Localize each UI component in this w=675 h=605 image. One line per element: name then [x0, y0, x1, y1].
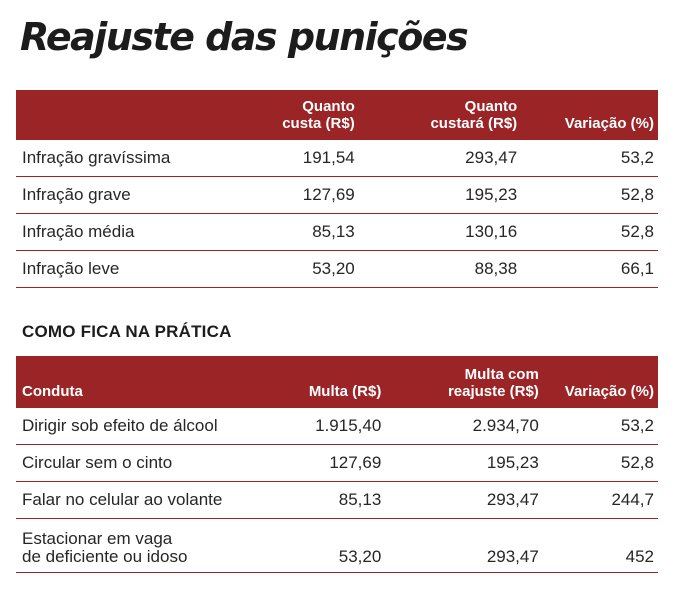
cell-current-cost: 85,13: [312, 222, 355, 241]
column-header-variacao: Variação (%): [564, 115, 654, 132]
row-label: Infração média: [22, 222, 135, 241]
page-title: Reajuste das punições: [20, 15, 469, 59]
row-label: Falar no celular ao volante: [22, 490, 223, 509]
cell-fine: 85,13: [338, 490, 382, 509]
cell-adjusted-fine: 2.934,70: [472, 416, 539, 435]
cell-fine: 53,20: [338, 547, 382, 566]
column-header-conduta: Conduta: [22, 383, 83, 400]
cell-variation: 66,1: [620, 259, 654, 278]
cell-variation: 52,8: [620, 453, 654, 472]
cell-new-cost: 88,38: [474, 259, 518, 278]
column-header-multa-reajuste: Multa com reajuste (R$): [447, 366, 539, 400]
penalty-table: Quanto custa (R$) Quanto custará (R$) Va…: [16, 90, 658, 288]
column-header-quanto-custa: Quanto custa (R$): [282, 98, 355, 132]
cell-adjusted-fine: 293,47: [486, 547, 539, 566]
table-header: Quanto custa (R$) Quanto custará (R$) Va…: [16, 90, 658, 140]
table-header: Conduta Multa (R$) Multa com reajuste (R…: [16, 356, 658, 408]
section-subtitle: COMO FICA NA PRÁTICA: [22, 322, 232, 341]
table-row: Infração média 85,13 130,16 52,8: [16, 214, 658, 251]
table-row: Infração gravíssima 191,54 293,47 53,2: [16, 140, 658, 177]
row-label: Estacionar em vaga de deficiente ou idos…: [22, 529, 188, 566]
table-row: Infração grave 127,69 195,23 52,8: [16, 177, 658, 214]
cell-current-cost: 127,69: [302, 185, 355, 204]
table-row: Infração leve 53,20 88,38 66,1: [16, 251, 658, 288]
cell-variation: 244,7: [611, 490, 654, 509]
cell-adjusted-fine: 293,47: [486, 490, 539, 509]
row-label: Infração gravíssima: [22, 148, 171, 167]
cell-fine: 127,69: [329, 453, 382, 472]
column-header-variacao: Variação (%): [564, 383, 654, 400]
row-label: Circular sem o cinto: [22, 453, 173, 472]
cell-variation: 452: [625, 547, 654, 566]
table-row: Falar no celular ao volante 85,13 293,47…: [16, 482, 658, 519]
row-label: Dirigir sob efeito de álcool: [22, 416, 218, 435]
cell-adjusted-fine: 195,23: [486, 453, 539, 472]
cell-variation: 52,8: [620, 222, 654, 241]
column-header-multa: Multa (R$): [308, 383, 382, 400]
cell-variation: 53,2: [620, 416, 654, 435]
cell-new-cost: 293,47: [465, 148, 518, 167]
cell-current-cost: 53,20: [312, 259, 355, 278]
practice-table: Conduta Multa (R$) Multa com reajuste (R…: [16, 356, 658, 573]
row-label: Infração grave: [22, 185, 131, 204]
cell-current-cost: 191,54: [302, 148, 355, 167]
table-row: Estacionar em vaga de deficiente ou idos…: [16, 519, 658, 573]
table-row: Circular sem o cinto 127,69 195,23 52,8: [16, 445, 658, 482]
column-header-quanto-custara: Quanto custará (R$): [430, 98, 518, 132]
row-label: Infração leve: [22, 259, 120, 278]
cell-variation: 53,2: [620, 148, 654, 167]
cell-new-cost: 130,16: [465, 222, 518, 241]
cell-variation: 52,8: [620, 185, 654, 204]
cell-new-cost: 195,23: [465, 185, 518, 204]
cell-fine: 1.915,40: [315, 416, 382, 435]
table-row: Dirigir sob efeito de álcool 1.915,40 2.…: [16, 408, 658, 445]
